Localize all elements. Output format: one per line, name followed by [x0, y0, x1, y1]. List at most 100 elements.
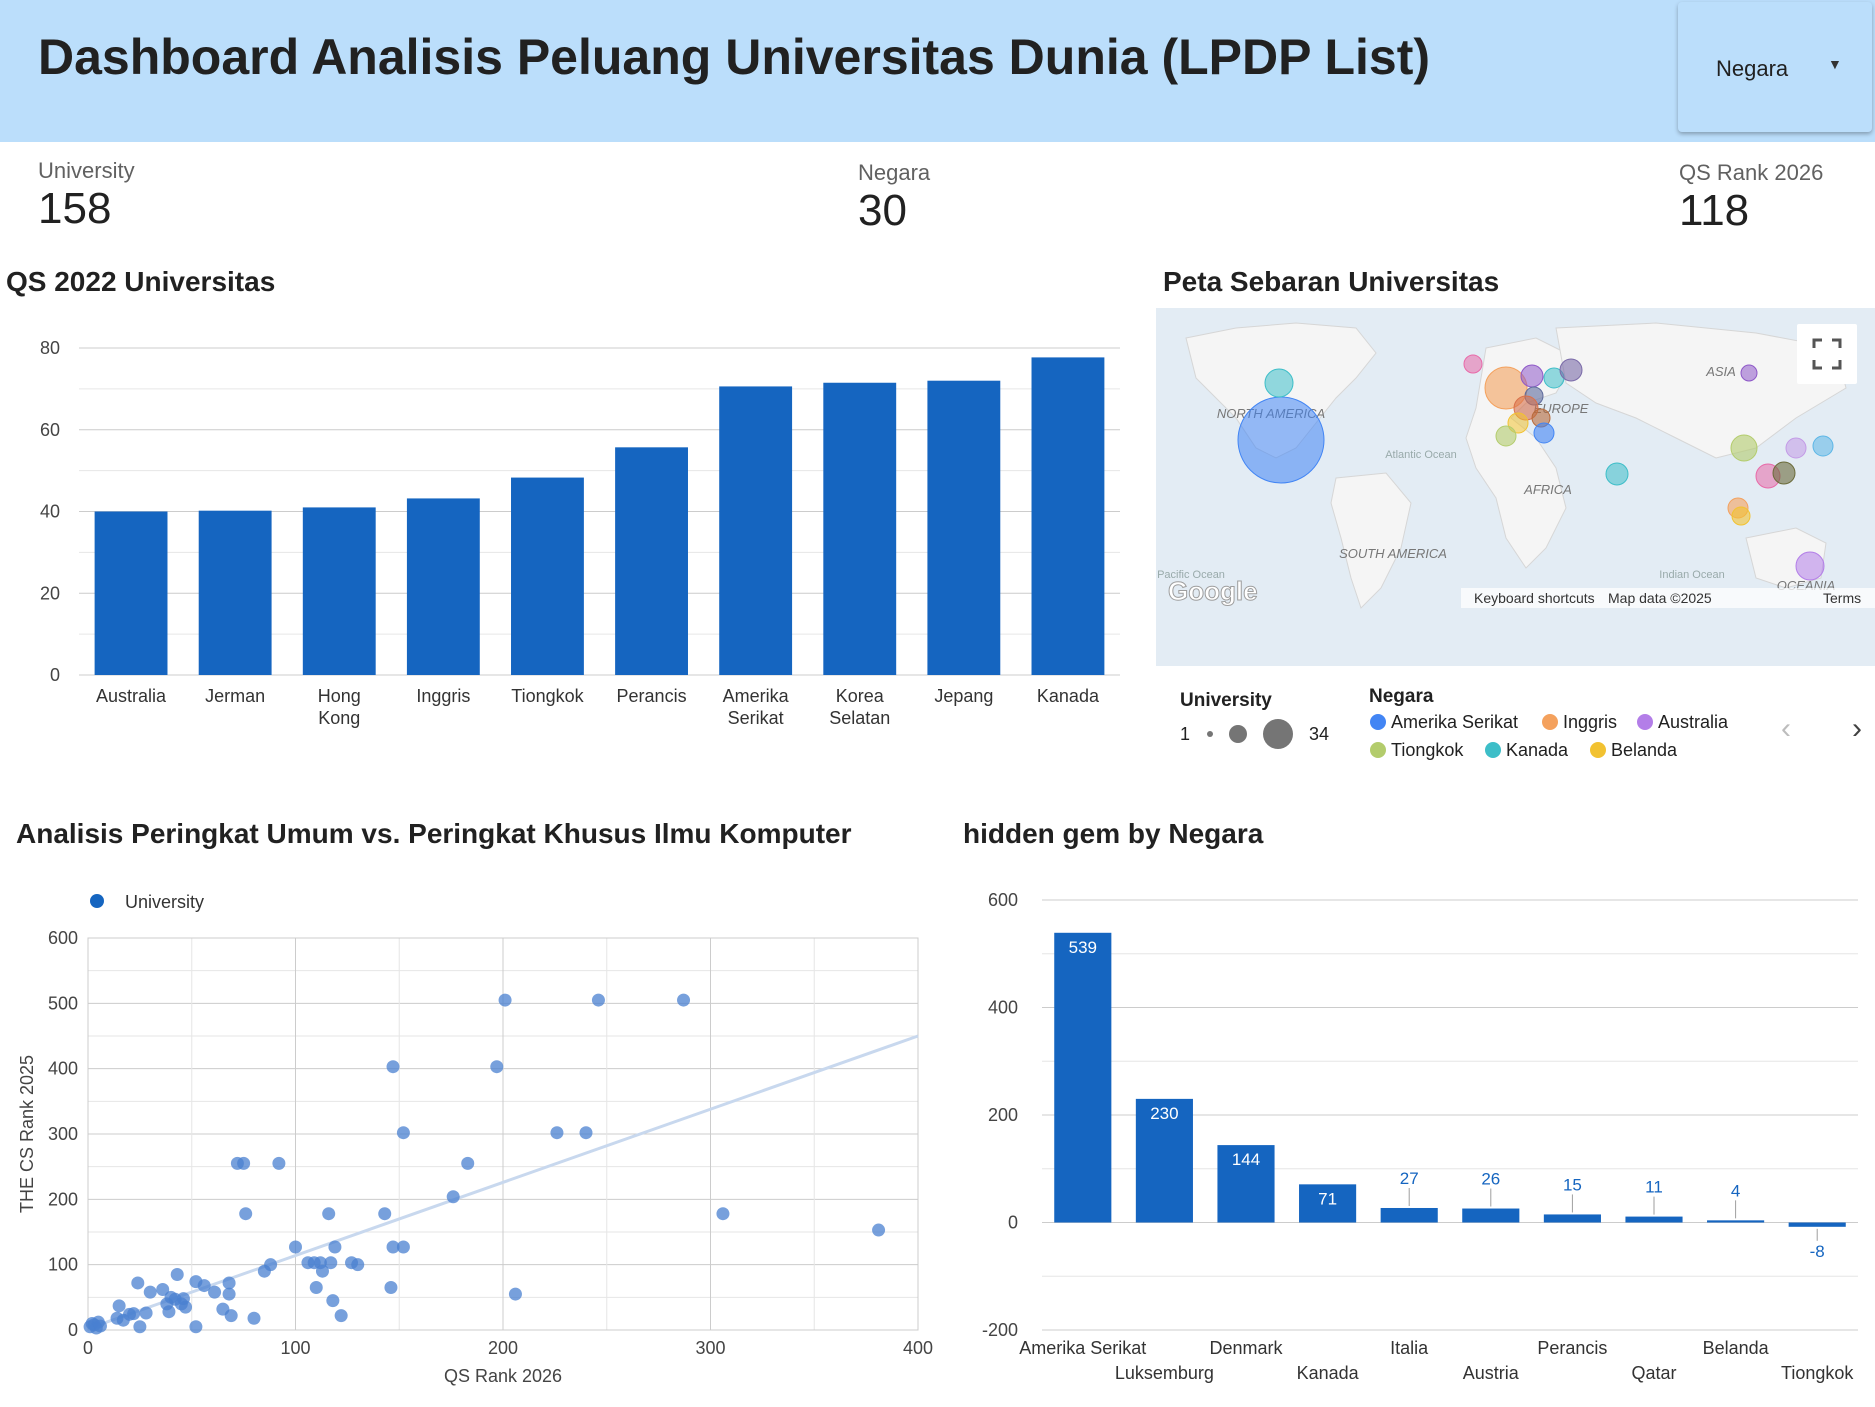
scatter-point[interactable]: [326, 1294, 340, 1308]
scatter-point[interactable]: [189, 1320, 203, 1334]
world-map[interactable]: NORTH AMERICA EUROPE ASIA AFRICA SOUTH A…: [1156, 308, 1875, 666]
bubble-asia-north[interactable]: [1740, 364, 1758, 382]
bubble-korea[interactable]: [1785, 437, 1807, 459]
scatter-point[interactable]: [289, 1240, 302, 1254]
scatter-point[interactable]: [112, 1299, 126, 1313]
bar[interactable]: [615, 447, 688, 675]
bar[interactable]: [1217, 1145, 1275, 1223]
scatter-point[interactable]: [222, 1287, 236, 1301]
scatter-point[interactable]: [264, 1258, 278, 1272]
bubble-asia-c[interactable]: [1731, 506, 1751, 526]
scatter-point[interactable]: [237, 1156, 251, 1170]
bubble-europe-north[interactable]: [1463, 354, 1483, 374]
legend-prev-chevron-icon[interactable]: ‹: [1781, 712, 1791, 745]
legend-item[interactable]: Kanada: [1485, 740, 1568, 761]
scatter-point[interactable]: [591, 993, 605, 1007]
legend-item[interactable]: Tiongkok: [1370, 740, 1463, 761]
scatter-point[interactable]: [143, 1285, 157, 1299]
scatter-point[interactable]: [498, 993, 512, 1007]
scatter-point[interactable]: [272, 1156, 286, 1170]
scatter-point[interactable]: [550, 1126, 564, 1140]
terms-link[interactable]: Terms: [1823, 590, 1861, 606]
keyboard-shortcuts-link[interactable]: Keyboard shortcuts: [1474, 590, 1595, 606]
bar[interactable]: [198, 510, 272, 675]
bar[interactable]: [1380, 1207, 1438, 1223]
scatter-point[interactable]: [328, 1240, 342, 1254]
bubble-tiongkok[interactable]: [1730, 434, 1758, 462]
scatter-point[interactable]: [386, 1240, 400, 1254]
scatter-point[interactable]: [386, 1060, 400, 1074]
map-data-link[interactable]: Map data ©2025: [1608, 590, 1712, 606]
bubble-australia[interactable]: [1795, 551, 1825, 581]
scatter-point[interactable]: [208, 1285, 222, 1299]
scatter-point[interactable]: [396, 1240, 410, 1254]
scatter-point[interactable]: [490, 1060, 504, 1074]
bubble-europe-g[interactable]: [1495, 425, 1517, 447]
legend-item[interactable]: Inggris: [1542, 712, 1617, 733]
scatter-point[interactable]: [156, 1282, 170, 1296]
scatter-point[interactable]: [133, 1320, 147, 1334]
bubble-kanada[interactable]: [1264, 368, 1294, 398]
scatter-point[interactable]: [239, 1207, 253, 1221]
bar[interactable]: [1031, 357, 1105, 675]
fullscreen-button[interactable]: [1797, 324, 1857, 384]
bar[interactable]: [1625, 1216, 1683, 1223]
bubble-asia-b[interactable]: [1772, 461, 1796, 485]
scatter-point[interactable]: [324, 1256, 338, 1270]
scatter-point[interactable]: [579, 1126, 593, 1140]
bar[interactable]: [94, 511, 168, 676]
bar[interactable]: [719, 386, 793, 675]
bar[interactable]: [302, 507, 376, 675]
scatter-point[interactable]: [351, 1258, 365, 1272]
bar[interactable]: [511, 477, 584, 675]
scatter-point[interactable]: [222, 1276, 236, 1290]
scatter-point[interactable]: [170, 1267, 184, 1281]
bar[interactable]: [927, 380, 1001, 675]
bubble-europe-a[interactable]: [1520, 364, 1544, 388]
y-axis-label: THE CS Rank 2025: [17, 1055, 37, 1213]
scatter-point[interactable]: [872, 1223, 886, 1237]
scatter-point[interactable]: [224, 1309, 238, 1323]
scatter-point[interactable]: [127, 1307, 141, 1321]
scatter-point[interactable]: [508, 1287, 522, 1301]
scatter-point[interactable]: [384, 1281, 398, 1295]
legend-item[interactable]: Australia: [1637, 712, 1728, 733]
bar[interactable]: [1135, 1098, 1193, 1223]
scatter-point[interactable]: [197, 1279, 211, 1293]
bubble-europe-d[interactable]: [1559, 358, 1583, 382]
bubble-europe-h[interactable]: [1533, 422, 1555, 444]
legend-item[interactable]: Amerika Serikat: [1370, 712, 1518, 733]
bar[interactable]: [406, 498, 480, 675]
scatter-point[interactable]: [378, 1207, 392, 1221]
bubble-belanda[interactable]: [1507, 412, 1529, 434]
scatter-point[interactable]: [334, 1309, 348, 1323]
legend-item[interactable]: Belanda: [1590, 740, 1677, 761]
scatter-point[interactable]: [322, 1207, 336, 1221]
scatter-point[interactable]: [309, 1281, 323, 1295]
bubble-middle-east[interactable]: [1605, 462, 1629, 486]
scatter-point[interactable]: [162, 1305, 176, 1319]
scatter-point[interactable]: [131, 1276, 145, 1290]
legend-next-chevron-icon[interactable]: ›: [1852, 712, 1862, 745]
bar[interactable]: [1299, 1184, 1357, 1223]
scatter-point[interactable]: [179, 1300, 193, 1314]
scatter-point[interactable]: [716, 1207, 730, 1221]
bubble-inggris[interactable]: [1484, 366, 1528, 410]
scatter-point[interactable]: [446, 1190, 460, 1204]
scatter-point[interactable]: [461, 1156, 475, 1170]
scatter-point[interactable]: [396, 1126, 410, 1140]
bar[interactable]: [1788, 1222, 1846, 1227]
scatter-point[interactable]: [677, 993, 691, 1007]
bar[interactable]: [1054, 932, 1112, 1223]
bar[interactable]: [1707, 1220, 1765, 1223]
scatter-point[interactable]: [315, 1264, 329, 1278]
bar[interactable]: [823, 382, 897, 675]
bar[interactable]: [1543, 1214, 1601, 1223]
bar[interactable]: [1462, 1208, 1520, 1223]
country-filter-dropdown[interactable]: Negara ▼: [1678, 2, 1872, 132]
scatter-point[interactable]: [247, 1311, 261, 1325]
bubble-amerika-serikat[interactable]: [1237, 396, 1325, 484]
scatter-point[interactable]: [93, 1319, 107, 1333]
scatter-point[interactable]: [139, 1306, 153, 1320]
bubble-jepang[interactable]: [1812, 435, 1834, 457]
